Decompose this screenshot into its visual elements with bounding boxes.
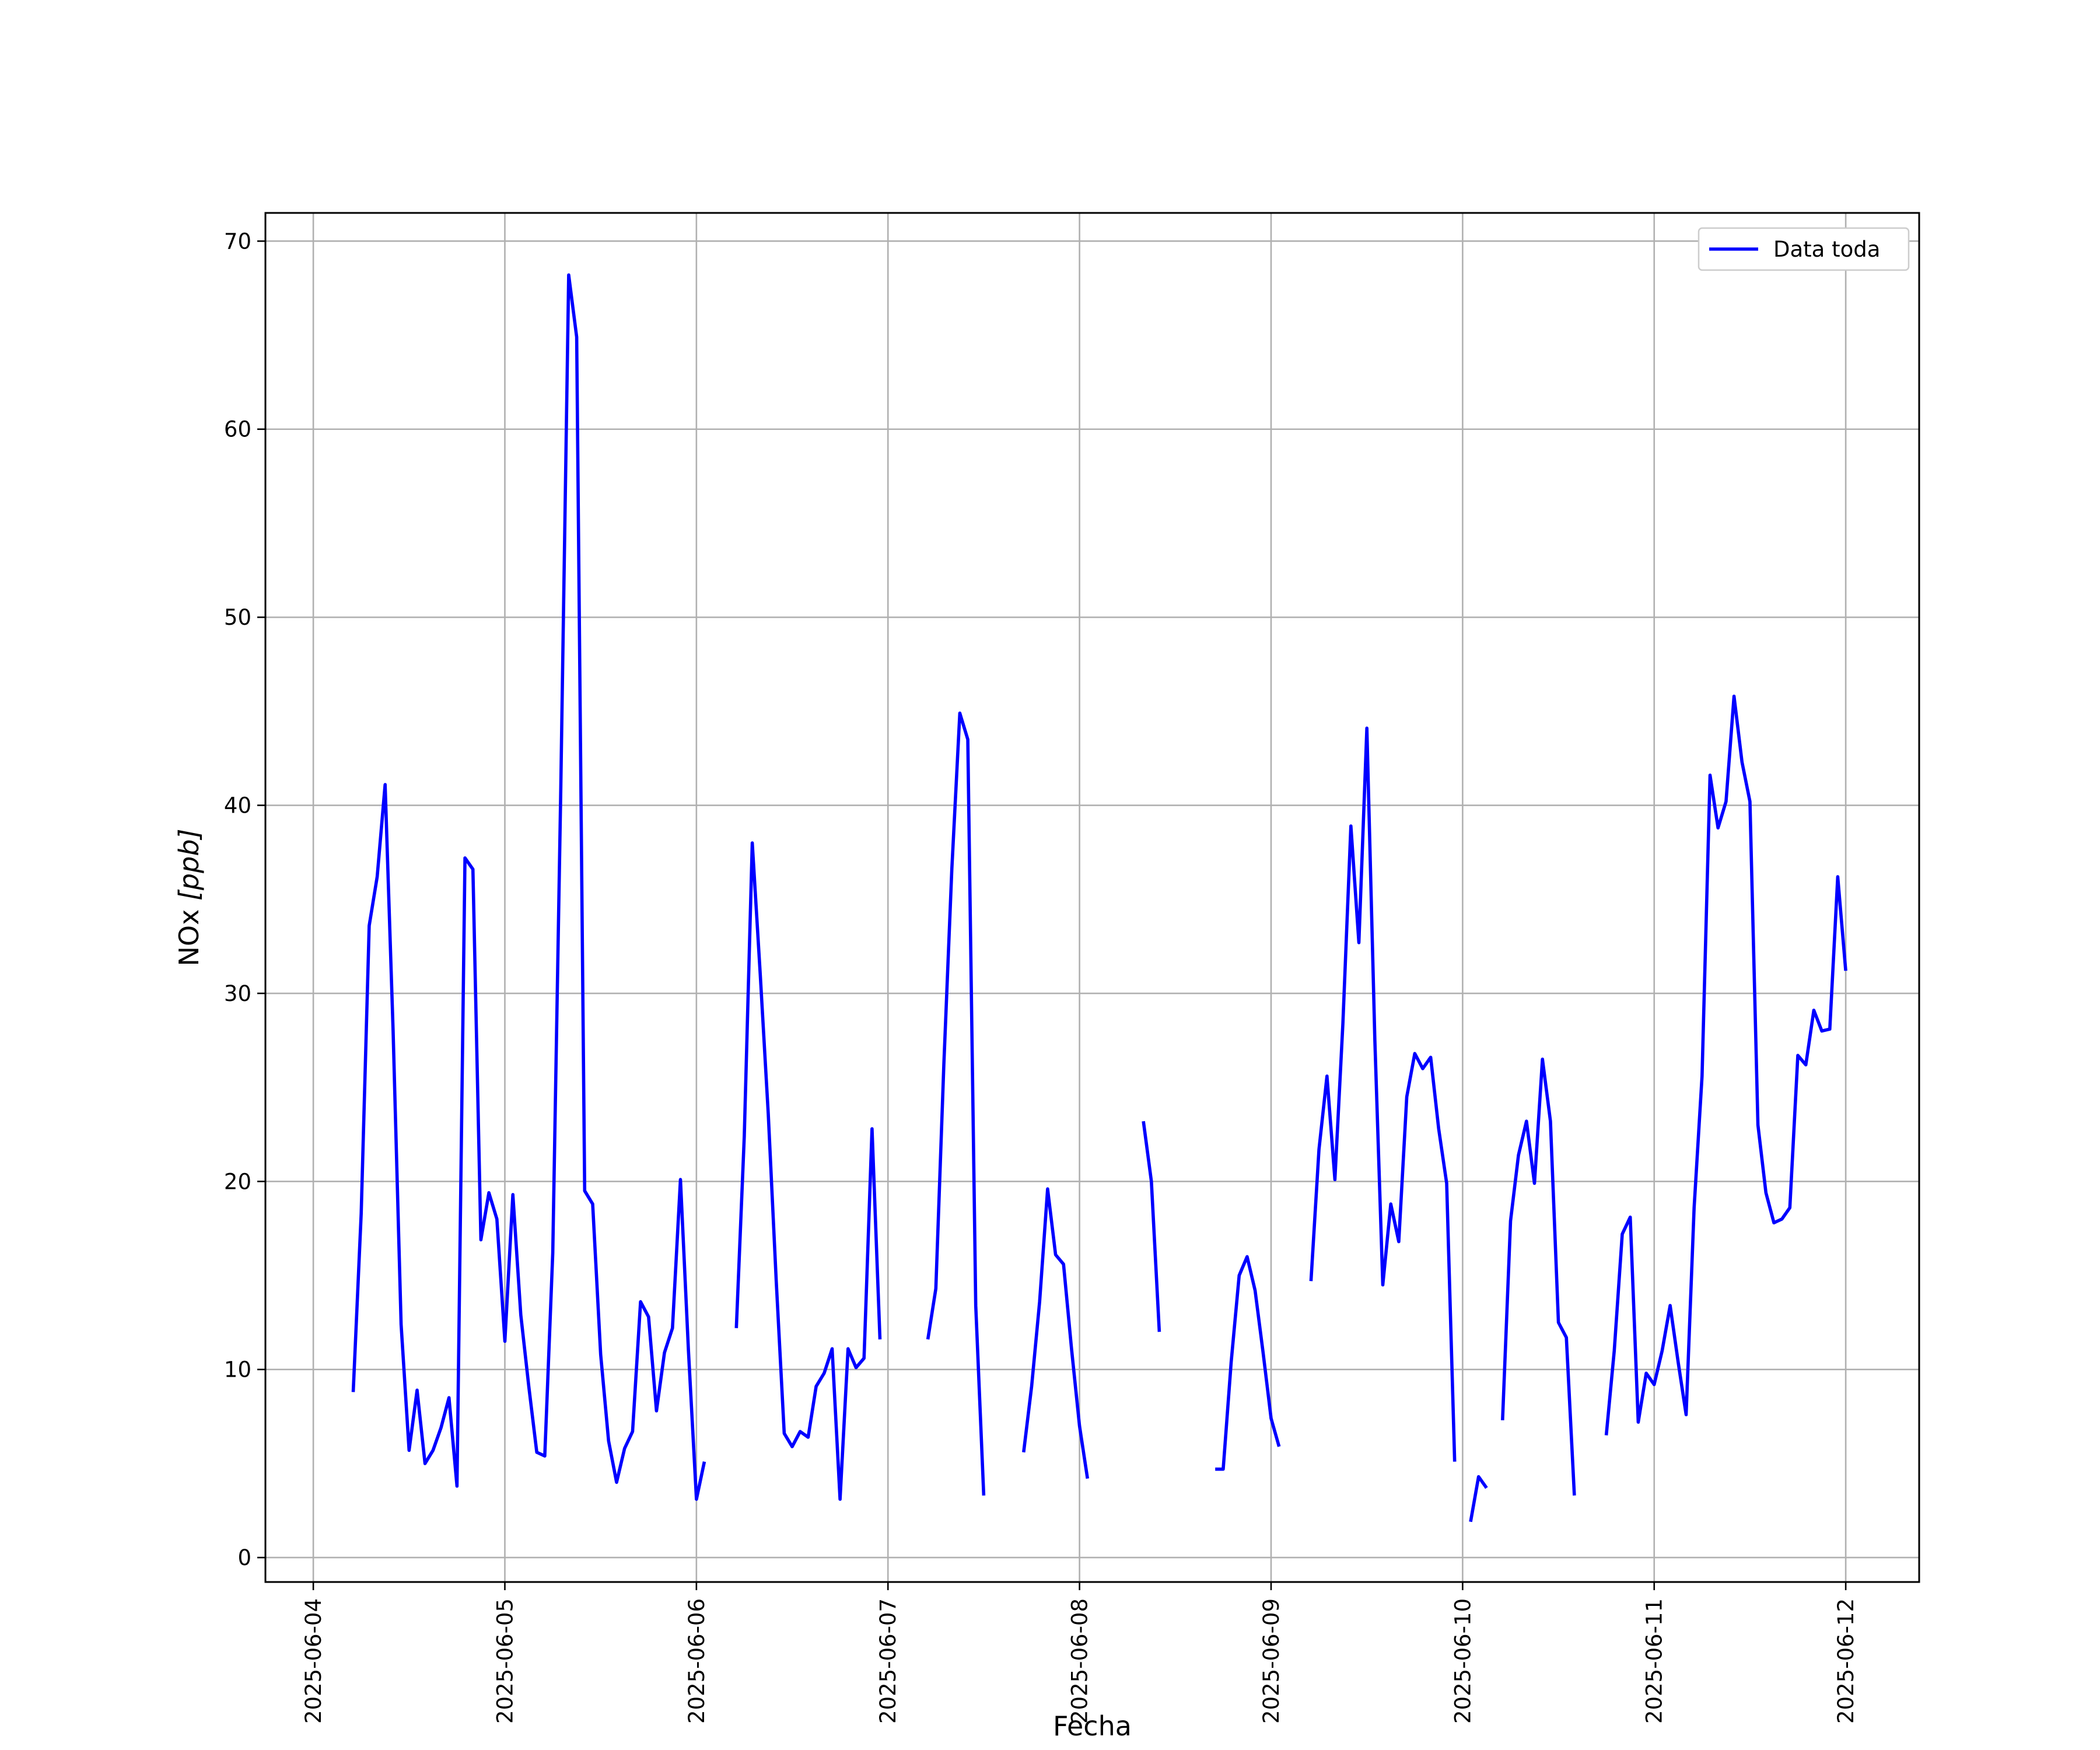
series-line-segment xyxy=(1604,694,1847,1436)
series-line-segment xyxy=(351,273,706,1501)
x-tick-label: 2025-06-11 xyxy=(1642,1598,1667,1724)
x-tick-label: 2025-06-06 xyxy=(684,1598,709,1724)
y-axis-label-text: NOx xyxy=(173,901,205,966)
y-tick-label: 70 xyxy=(224,229,251,254)
series-lines xyxy=(351,273,1847,1522)
x-tick-label: 2025-06-04 xyxy=(301,1598,326,1724)
legend-label-data-toda: Data toda xyxy=(1773,237,1880,262)
y-axis-label-unit: [ppb] xyxy=(173,829,205,901)
series-line-segment xyxy=(1215,1255,1281,1471)
x-tick-label: 2025-06-10 xyxy=(1450,1598,1475,1724)
legend-box xyxy=(1698,227,1910,271)
y-tick-label: 10 xyxy=(224,1357,251,1382)
series-line-segment xyxy=(1309,726,1457,1462)
grid-lines xyxy=(265,213,1919,1582)
x-tick-label: 2025-06-07 xyxy=(876,1598,901,1724)
series-line-segment xyxy=(926,711,986,1496)
x-axis-label: Fecha xyxy=(1053,1710,1132,1742)
series-line-segment xyxy=(1469,1475,1488,1522)
y-tick-label: 20 xyxy=(224,1169,251,1194)
y-axis-label: NOx [ppb] xyxy=(173,829,205,967)
series-line-segment xyxy=(734,841,882,1501)
axis-ticks: 2025-06-04 2025-06-05 2025-06-06 2025-06-07… xyxy=(224,229,1859,1724)
series-line-segment xyxy=(1142,1121,1161,1332)
x-tick-label: 2025-06-09 xyxy=(1259,1598,1284,1724)
y-tick-label: 40 xyxy=(224,793,251,818)
y-tick-label: 60 xyxy=(224,417,251,442)
x-tick-label: 2025-06-05 xyxy=(492,1598,517,1724)
y-tick-label: 30 xyxy=(224,981,251,1006)
y-tick-label: 0 xyxy=(237,1545,251,1570)
x-tick-label: 2025-06-12 xyxy=(1833,1598,1859,1724)
series-line-segment xyxy=(1022,1187,1090,1479)
legend: Data toda xyxy=(1698,227,1910,271)
y-tick-label: 50 xyxy=(224,605,251,630)
plot-frame xyxy=(264,212,1920,1583)
x-tick-label: 2025-06-08 xyxy=(1068,1598,1093,1724)
series-line-segment xyxy=(1501,1058,1576,1496)
